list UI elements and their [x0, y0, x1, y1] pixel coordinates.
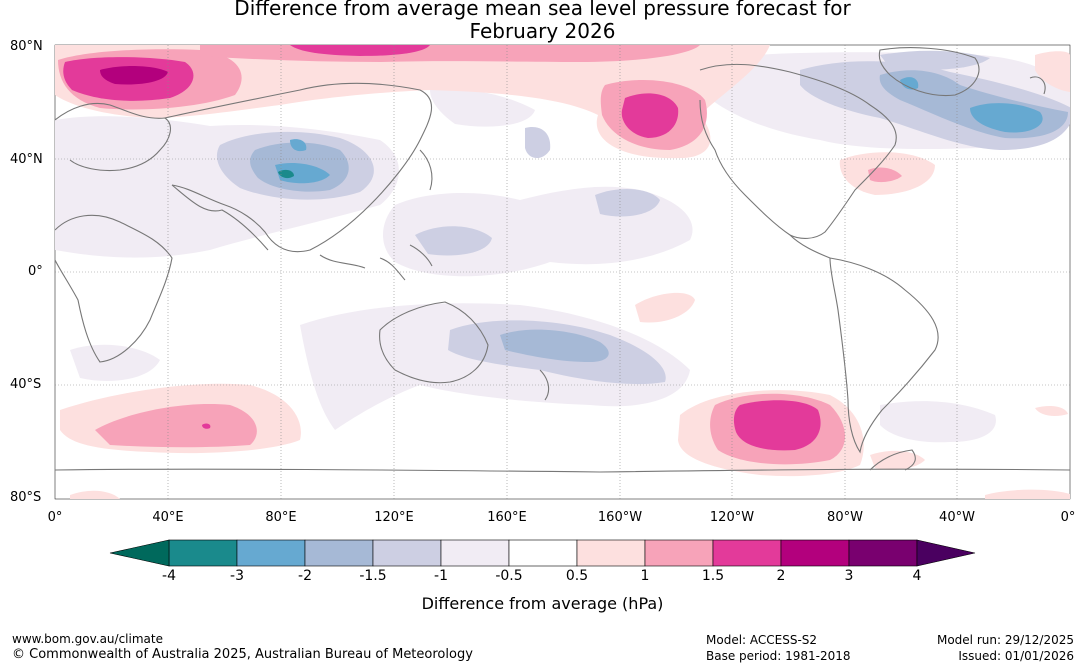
south-america-light-low — [880, 401, 996, 443]
colorbar-cell-6 — [576, 539, 646, 567]
footer-copyright: © Commonwealth of Australia 2025, Austra… — [12, 647, 473, 662]
footer-base-period: Base period: 1981-2018 — [706, 649, 851, 663]
colorbar-over-arrow — [916, 539, 976, 567]
lon-label-120e: 120°E — [374, 510, 414, 525]
lon-label-80w: 80°W — [827, 510, 863, 525]
gridlines — [55, 45, 1070, 499]
arctic-strong-high — [290, 45, 430, 56]
labrador-very-strong-low — [900, 77, 919, 90]
australia-strong-low — [500, 329, 609, 362]
colorbar-cell-2 — [304, 539, 374, 567]
lat-label-40n: 40°N — [10, 152, 43, 167]
colorbar — [109, 539, 976, 567]
anomaly-extreme-negative-fields — [278, 169, 294, 179]
southeast-asia-islands — [319, 244, 433, 281]
footer-model-run: Model run: 29/12/2025 — [936, 633, 1074, 647]
colorbar-tick-label: -3 — [230, 568, 244, 584]
greenland-coast — [878, 47, 980, 97]
antarctic-light-high-2 — [985, 489, 1070, 499]
colorbar-under-arrow — [109, 539, 170, 567]
lat-label-40s: 40°S — [10, 377, 42, 392]
south-pacific-strong-high — [733, 400, 821, 451]
lat-label-80n: 80°N — [10, 39, 43, 54]
anomaly-very-strong-negative-fields — [275, 77, 1043, 184]
colorbar-title: Difference from average (hPa) — [421, 594, 664, 613]
south-america-coast — [829, 257, 939, 454]
tibet-very-strong-low — [275, 163, 330, 184]
lon-label-40w: 40°W — [939, 510, 975, 525]
lon-label-0-left: 0° — [47, 510, 63, 525]
colorbar-tick-label: -2 — [298, 568, 312, 584]
tropical-pacific-light-high — [635, 292, 695, 323]
south-indian-strong-spot — [202, 423, 211, 429]
europe-coast — [55, 102, 171, 172]
colorbar-cell-5 — [508, 539, 578, 567]
lon-label-40e: 40°E — [152, 510, 184, 525]
arabia-india-coast — [171, 184, 269, 251]
chart-title-line-2: February 2026 — [469, 19, 616, 43]
colorbar-tick-label: 3 — [844, 568, 854, 584]
lon-label-120w: 120°W — [709, 510, 755, 525]
colorbar-cell-7 — [644, 539, 714, 567]
south-atlantic-small-high — [1035, 406, 1068, 416]
footer-issued: Issued: 01/01/2026 — [958, 649, 1074, 663]
anomaly-very-strong-positive-fields — [100, 66, 168, 85]
anomaly-strong-positive-fields — [63, 45, 821, 451]
chart-title-line-1: Difference from average mean sea level p… — [234, 0, 851, 20]
south-indian-moderate-high — [95, 404, 257, 448]
lon-label-160e: 160°E — [487, 510, 527, 525]
footer-url[interactable]: www.bom.gov.au/climate — [12, 632, 163, 646]
colorbar-cell-9 — [780, 539, 850, 567]
pacific-moderate-low-2 — [595, 188, 660, 217]
colorbar-tick-label: 4 — [912, 568, 922, 584]
colorbar-tick-label: -0.5 — [495, 568, 523, 584]
coastlines — [55, 47, 1070, 473]
lat-label-80s: 80°S — [10, 490, 42, 505]
colorbar-tick-label: 2 — [776, 568, 786, 584]
colorbar-cell-3 — [372, 539, 442, 567]
arctic-moderate-low — [880, 50, 990, 70]
colorbar-tick-label: -1 — [434, 568, 448, 584]
atlantic-very-strong-low — [970, 103, 1043, 133]
colorbar-tick-label: -4 — [162, 568, 176, 584]
north-america-coast — [699, 63, 897, 239]
colorbar-cell-1 — [236, 539, 306, 567]
central-america-coast — [789, 234, 831, 259]
antarctic-peninsula-coast — [869, 449, 916, 471]
colorbar-cell-8 — [712, 539, 782, 567]
pressure-anomaly-map — [54, 44, 1071, 500]
colorbar-tick-label: 1.5 — [701, 568, 725, 584]
east-us-moderate-high — [868, 167, 902, 183]
colorbar-tick-label: 1 — [640, 568, 650, 584]
colorbar-tick-label: 0.5 — [565, 568, 589, 584]
lon-label-0-right: 0° — [1060, 510, 1076, 525]
colorbar-cell-0 — [168, 539, 238, 567]
east-atlantic-light-high — [1035, 51, 1070, 92]
footer-model: Model: ACCESS-S2 — [706, 633, 818, 647]
alaska-strong-high — [621, 93, 679, 138]
tibet-extreme-low — [278, 169, 294, 179]
siberia-very-strong-high — [100, 66, 168, 85]
asia-coast — [164, 82, 433, 253]
pacific-moderate-low-3 — [525, 126, 551, 159]
antarctic-light-high — [70, 490, 120, 499]
british-isles-coast — [1029, 76, 1046, 95]
colorbar-cell-4 — [440, 539, 510, 567]
colorbar-tick-label: -1.5 — [359, 568, 387, 584]
colorbar-cell-10 — [848, 539, 918, 567]
lon-label-160w: 160°W — [597, 510, 643, 525]
tibet-very-strong-low-2 — [290, 139, 307, 152]
africa-coast — [55, 214, 173, 363]
new-zealand-coast — [539, 369, 550, 401]
arctic-light-low — [430, 89, 535, 127]
lat-label-equator: 0° — [28, 264, 43, 279]
pacific-moderate-low-1 — [415, 226, 492, 256]
lon-label-80e: 80°E — [265, 510, 297, 525]
japan-coast — [419, 149, 433, 191]
africa-light-low — [70, 344, 160, 381]
south-atlantic-light-high — [870, 450, 925, 470]
australia-coast — [379, 301, 489, 384]
